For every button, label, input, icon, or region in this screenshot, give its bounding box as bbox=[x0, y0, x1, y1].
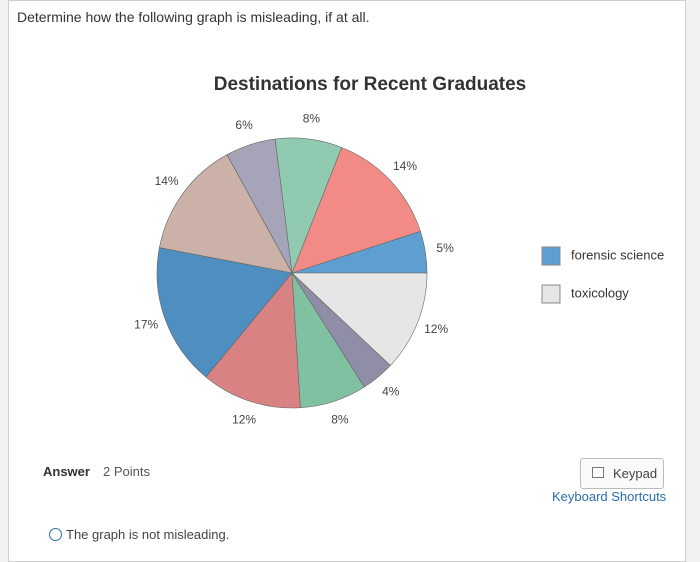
legend-swatch bbox=[541, 246, 561, 266]
question-text: Determine how the following graph is mis… bbox=[17, 9, 370, 25]
pie-slice bbox=[205, 272, 301, 409]
slice-label: 12% bbox=[424, 322, 448, 336]
keyboard-shortcuts-link[interactable]: Keyboard Shortcuts bbox=[552, 489, 667, 504]
pie-slice bbox=[291, 272, 428, 366]
legend-swatch bbox=[541, 284, 561, 304]
radio-button[interactable] bbox=[49, 528, 62, 541]
pie-slice bbox=[291, 147, 421, 274]
points: 2 Points bbox=[103, 464, 150, 479]
slice-label: 4% bbox=[382, 385, 400, 399]
page: Determine how the following graph is mis… bbox=[8, 0, 686, 562]
keypad-icon bbox=[592, 467, 604, 478]
chart-title: Destinations for Recent Graduates bbox=[214, 74, 527, 95]
keypad-text: Keypad bbox=[613, 466, 658, 481]
slice-label: 8% bbox=[331, 413, 349, 427]
pie-slice bbox=[156, 247, 293, 378]
legend-label: forensic science bbox=[571, 247, 664, 262]
slice-label: 12% bbox=[232, 413, 256, 427]
answer-option[interactable]: The graph is not misleading. bbox=[66, 527, 230, 542]
legend-label: toxicology bbox=[571, 285, 629, 300]
answer-label: Answer bbox=[43, 464, 90, 479]
slice-label: 6% bbox=[235, 118, 253, 132]
slice-label: 17% bbox=[134, 318, 158, 332]
slice-label: 8% bbox=[303, 111, 321, 125]
keypad-button[interactable]: Keypad bbox=[580, 458, 664, 489]
pie-slice bbox=[159, 154, 293, 274]
slice-label: 14% bbox=[393, 159, 417, 173]
chart: Destinations for Recent Graduates 5% 14% 8… bbox=[134, 74, 664, 427]
slice-label: 5% bbox=[436, 241, 454, 255]
slice-label: 14% bbox=[155, 174, 179, 188]
question-panel: Determine how the following graph is mis… bbox=[8, 0, 686, 562]
